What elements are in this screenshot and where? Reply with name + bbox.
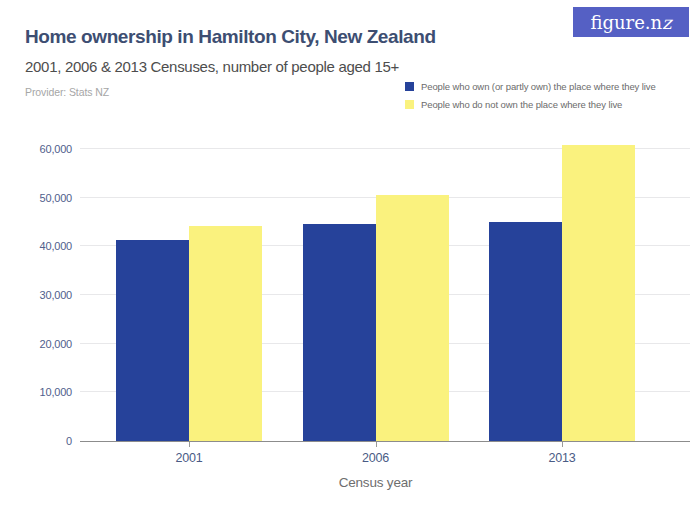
plot-area: 010,00020,00030,00040,00050,00060,000200… bbox=[80, 140, 690, 442]
legend-swatch-own bbox=[405, 82, 414, 91]
legend-item-not-own: People who do not own the place where th… bbox=[405, 99, 656, 110]
page: figure.nz Home ownership in Hamilton Cit… bbox=[0, 0, 700, 525]
y-axis-label-60000: 60,000 bbox=[18, 142, 72, 156]
logo-text: figure.nz bbox=[590, 12, 671, 33]
legend-label-own: People who own (or partly own) the place… bbox=[421, 81, 656, 92]
legend: People who own (or partly own) the place… bbox=[405, 81, 656, 117]
figure-nz-logo[interactable]: figure.nz bbox=[573, 7, 689, 37]
x-axis-label-2006: 2006 bbox=[336, 451, 416, 465]
x-axis-title: Census year bbox=[296, 475, 456, 490]
bar-2001-own bbox=[116, 240, 189, 441]
bar-2006-own bbox=[303, 224, 376, 441]
chart-subtitle: 2001, 2006 & 2013 Censuses, number of pe… bbox=[25, 58, 399, 75]
bar-2001-not-own bbox=[189, 226, 262, 441]
bar-2013-own bbox=[489, 222, 562, 441]
y-axis-label-50000: 50,000 bbox=[18, 191, 72, 205]
y-axis-label-0: 0 bbox=[18, 434, 72, 448]
legend-item-own: People who own (or partly own) the place… bbox=[405, 81, 656, 92]
y-axis-label-20000: 20,000 bbox=[18, 337, 72, 351]
y-axis-label-40000: 40,000 bbox=[18, 239, 72, 253]
y-axis-label-30000: 30,000 bbox=[18, 288, 72, 302]
page-title: Home ownership in Hamilton City, New Zea… bbox=[25, 26, 436, 48]
bar-2013-not-own bbox=[562, 145, 635, 441]
provider-label: Provider: Stats NZ bbox=[25, 86, 109, 98]
bar-2006-not-own bbox=[376, 195, 449, 441]
x-axis-label-2013: 2013 bbox=[522, 451, 602, 465]
x-tick-2013 bbox=[562, 442, 563, 447]
x-tick-2001 bbox=[189, 442, 190, 447]
y-axis-label-10000: 10,000 bbox=[18, 385, 72, 399]
x-axis-label-2001: 2001 bbox=[149, 451, 229, 465]
x-tick-2006 bbox=[376, 442, 377, 447]
legend-label-not-own: People who do not own the place where th… bbox=[421, 99, 622, 110]
legend-swatch-not-own bbox=[405, 100, 414, 109]
